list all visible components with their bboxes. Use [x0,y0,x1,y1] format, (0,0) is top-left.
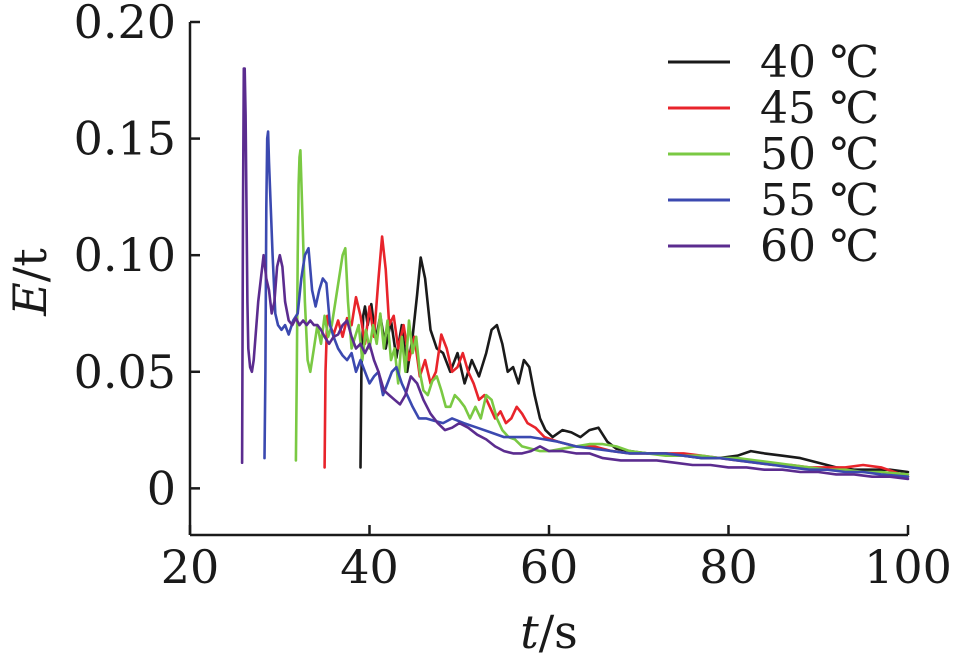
series-line-1 [359,256,910,474]
x-tick-label: 60 [520,540,579,594]
legend-item: 50 ℃ [668,129,879,180]
legend-label: 40 ℃ [760,37,879,88]
legend-label: 50 ℃ [760,129,879,180]
y-tick-label: 0.15 [74,112,176,166]
legend: 40 ℃45 ℃50 ℃55 ℃60 ℃ [668,37,879,272]
y-tick-label: 0.05 [74,345,176,399]
x-tick-label: 20 [161,540,220,594]
legend-label: 45 ℃ [760,83,879,134]
plot-lines [240,67,910,481]
series-line-5 [240,67,910,481]
legend-item: 45 ℃ [668,83,879,134]
legend-item: 60 ℃ [668,221,879,272]
x-tick-label: 80 [699,540,758,594]
ticks: 20 40 60 80 100 0 0.05 0.10 0.15 0.20 [74,0,952,594]
y-tick-label: 0 [147,461,176,515]
x-axis-label: t/s [520,605,578,654]
legend-label: 60 ℃ [760,221,879,272]
y-axis-unit: /t [3,248,57,282]
x-axis-unit: /s [539,605,578,654]
legend-item: 40 ℃ [668,37,879,88]
y-tick-label: 0.20 [74,0,176,49]
legend-item: 55 ℃ [668,175,879,226]
y-tick-label: 0.10 [74,228,176,282]
legend-label: 55 ℃ [760,175,879,226]
y-axis-variable: E [3,282,57,317]
y-axis-label: E/t [3,248,57,317]
x-tick-label: 100 [864,540,952,594]
x-tick-label: 40 [340,540,399,594]
series-line-4 [263,130,910,478]
series-line-2 [323,235,910,478]
x-axis-variable: t [520,605,539,654]
